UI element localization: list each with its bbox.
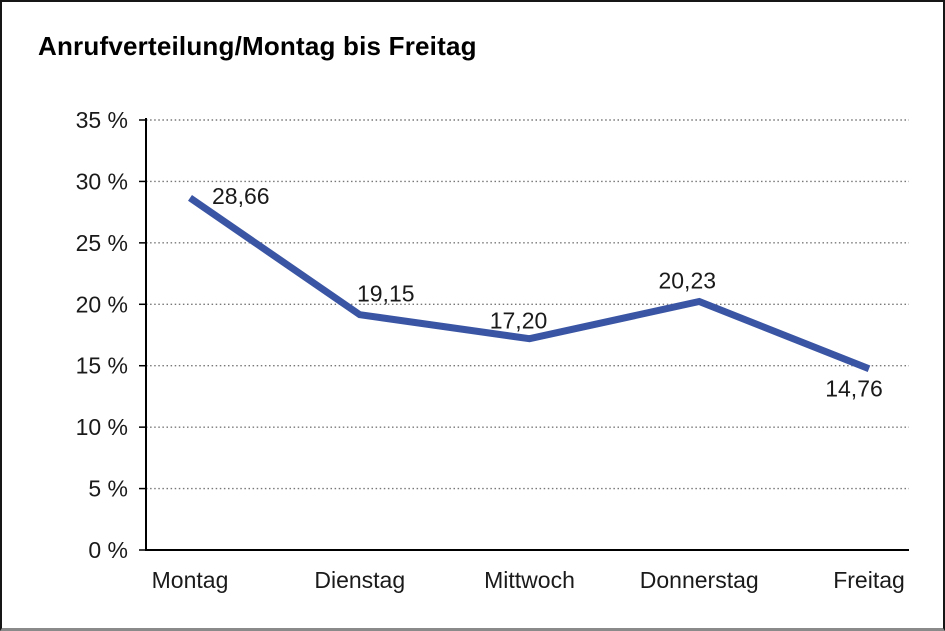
data-label: 28,66 [212,183,270,209]
chart-title: Anrufverteilung/Montag bis Freitag [38,31,477,61]
x-axis-label: Donnerstag [640,567,759,593]
y-axis-tick-label: 25 % [76,230,128,256]
x-axis-label: Montag [152,567,229,593]
y-axis-tick-label: 30 % [76,168,128,194]
y-axis-tick-label: 35 % [76,107,128,133]
data-label: 20,23 [658,267,716,293]
data-series-line [188,195,871,372]
data-label: 17,20 [490,308,548,334]
data-label: 19,15 [357,281,415,307]
x-axis-label: Dienstag [314,567,405,593]
x-axis-label: Mittwoch [484,567,575,593]
y-axis-tick-label: 5 % [88,476,128,502]
data-label: 14,76 [825,376,883,402]
y-axis-tick-label: 10 % [76,414,128,440]
y-axis-tick-label: 15 % [76,353,128,379]
y-axis-tick-label: 20 % [76,291,128,317]
y-axis-tick-label: 0 % [88,537,128,563]
x-axis-label: Freitag [833,567,905,593]
